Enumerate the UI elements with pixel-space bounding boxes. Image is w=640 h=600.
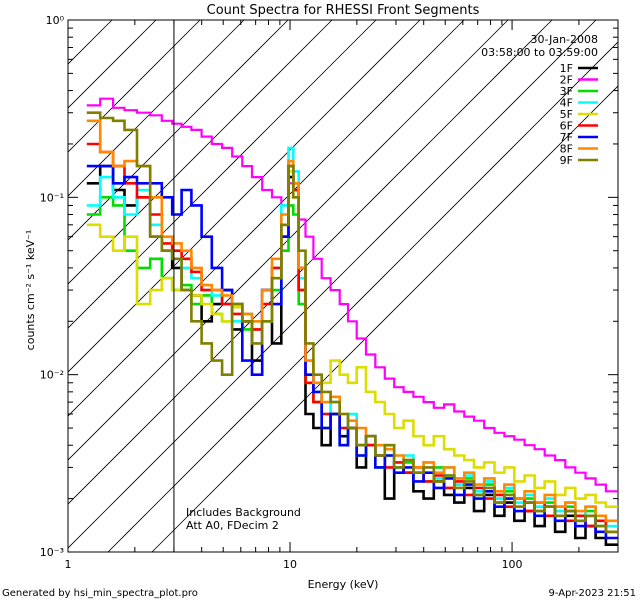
hatch-line	[68, 20, 201, 153]
legend-label-8F: 8F	[560, 143, 573, 156]
y-axis-label: counts cm⁻² s⁻¹ keV⁻¹	[24, 230, 37, 351]
legend-label-2F: 2F	[560, 74, 573, 87]
legend-date: 30-Jan-2008	[531, 33, 599, 46]
series-9F-line	[86, 111, 618, 534]
y-tick-label: 10⁰	[46, 14, 65, 27]
legend-label-3F: 3F	[560, 85, 573, 98]
y-tick-label: 10⁻¹	[40, 191, 64, 204]
hatch-line	[68, 20, 113, 65]
legend-label-4F: 4F	[560, 97, 573, 110]
series-3F-line	[86, 196, 618, 534]
excluded-energy-region	[68, 20, 618, 552]
legend-label-7F: 7F	[560, 131, 573, 144]
legend-label-1F: 1F	[560, 62, 573, 75]
x-tick-label: 1	[65, 558, 72, 571]
hatch-line	[68, 20, 333, 285]
footer-timestamp: 9-Apr-2023 21:51	[549, 588, 636, 599]
chart-title: Count Spectra for RHESSI Front Segments	[207, 3, 480, 18]
hatch-line	[68, 20, 421, 373]
plot-frame	[67, 19, 619, 553]
annotation-attenuator: Att A0, FDecim 2	[186, 519, 279, 532]
hatch-line	[68, 20, 553, 505]
legend-label-5F: 5F	[560, 108, 573, 121]
x-tick-label: 100	[502, 558, 523, 571]
hatch-line	[107, 41, 618, 552]
series-6F-line	[86, 142, 618, 534]
y-tick-label: 10⁻³	[40, 546, 64, 559]
footer-generated-by: Generated by hsi_min_spectra_plot.pro	[2, 588, 198, 599]
hatch-line	[68, 20, 377, 329]
legend-label-6F: 6F	[560, 120, 573, 133]
hatch-line	[68, 20, 245, 197]
annotation-background: Includes Background	[186, 506, 301, 519]
legend-label-9F: 9F	[560, 154, 573, 167]
legend-time-range: 03:58:00 to 03:59:00	[481, 46, 598, 59]
x-tick-label: 10	[283, 558, 297, 571]
axes-layer: 1 10 100 10⁰ 10⁻¹ 10⁻² 10⁻³	[40, 14, 619, 571]
series-2F-line	[86, 97, 618, 493]
series-4F-line	[86, 146, 618, 528]
hatch-line	[68, 20, 465, 417]
series-layer	[86, 97, 618, 546]
hatch-line	[68, 20, 289, 241]
series-5F-line	[86, 170, 618, 508]
hatch-line	[151, 85, 618, 552]
hatch-line	[68, 20, 509, 461]
y-tick-label: 10⁻²	[40, 369, 64, 382]
x-axis-label: Energy (keV)	[308, 578, 379, 591]
